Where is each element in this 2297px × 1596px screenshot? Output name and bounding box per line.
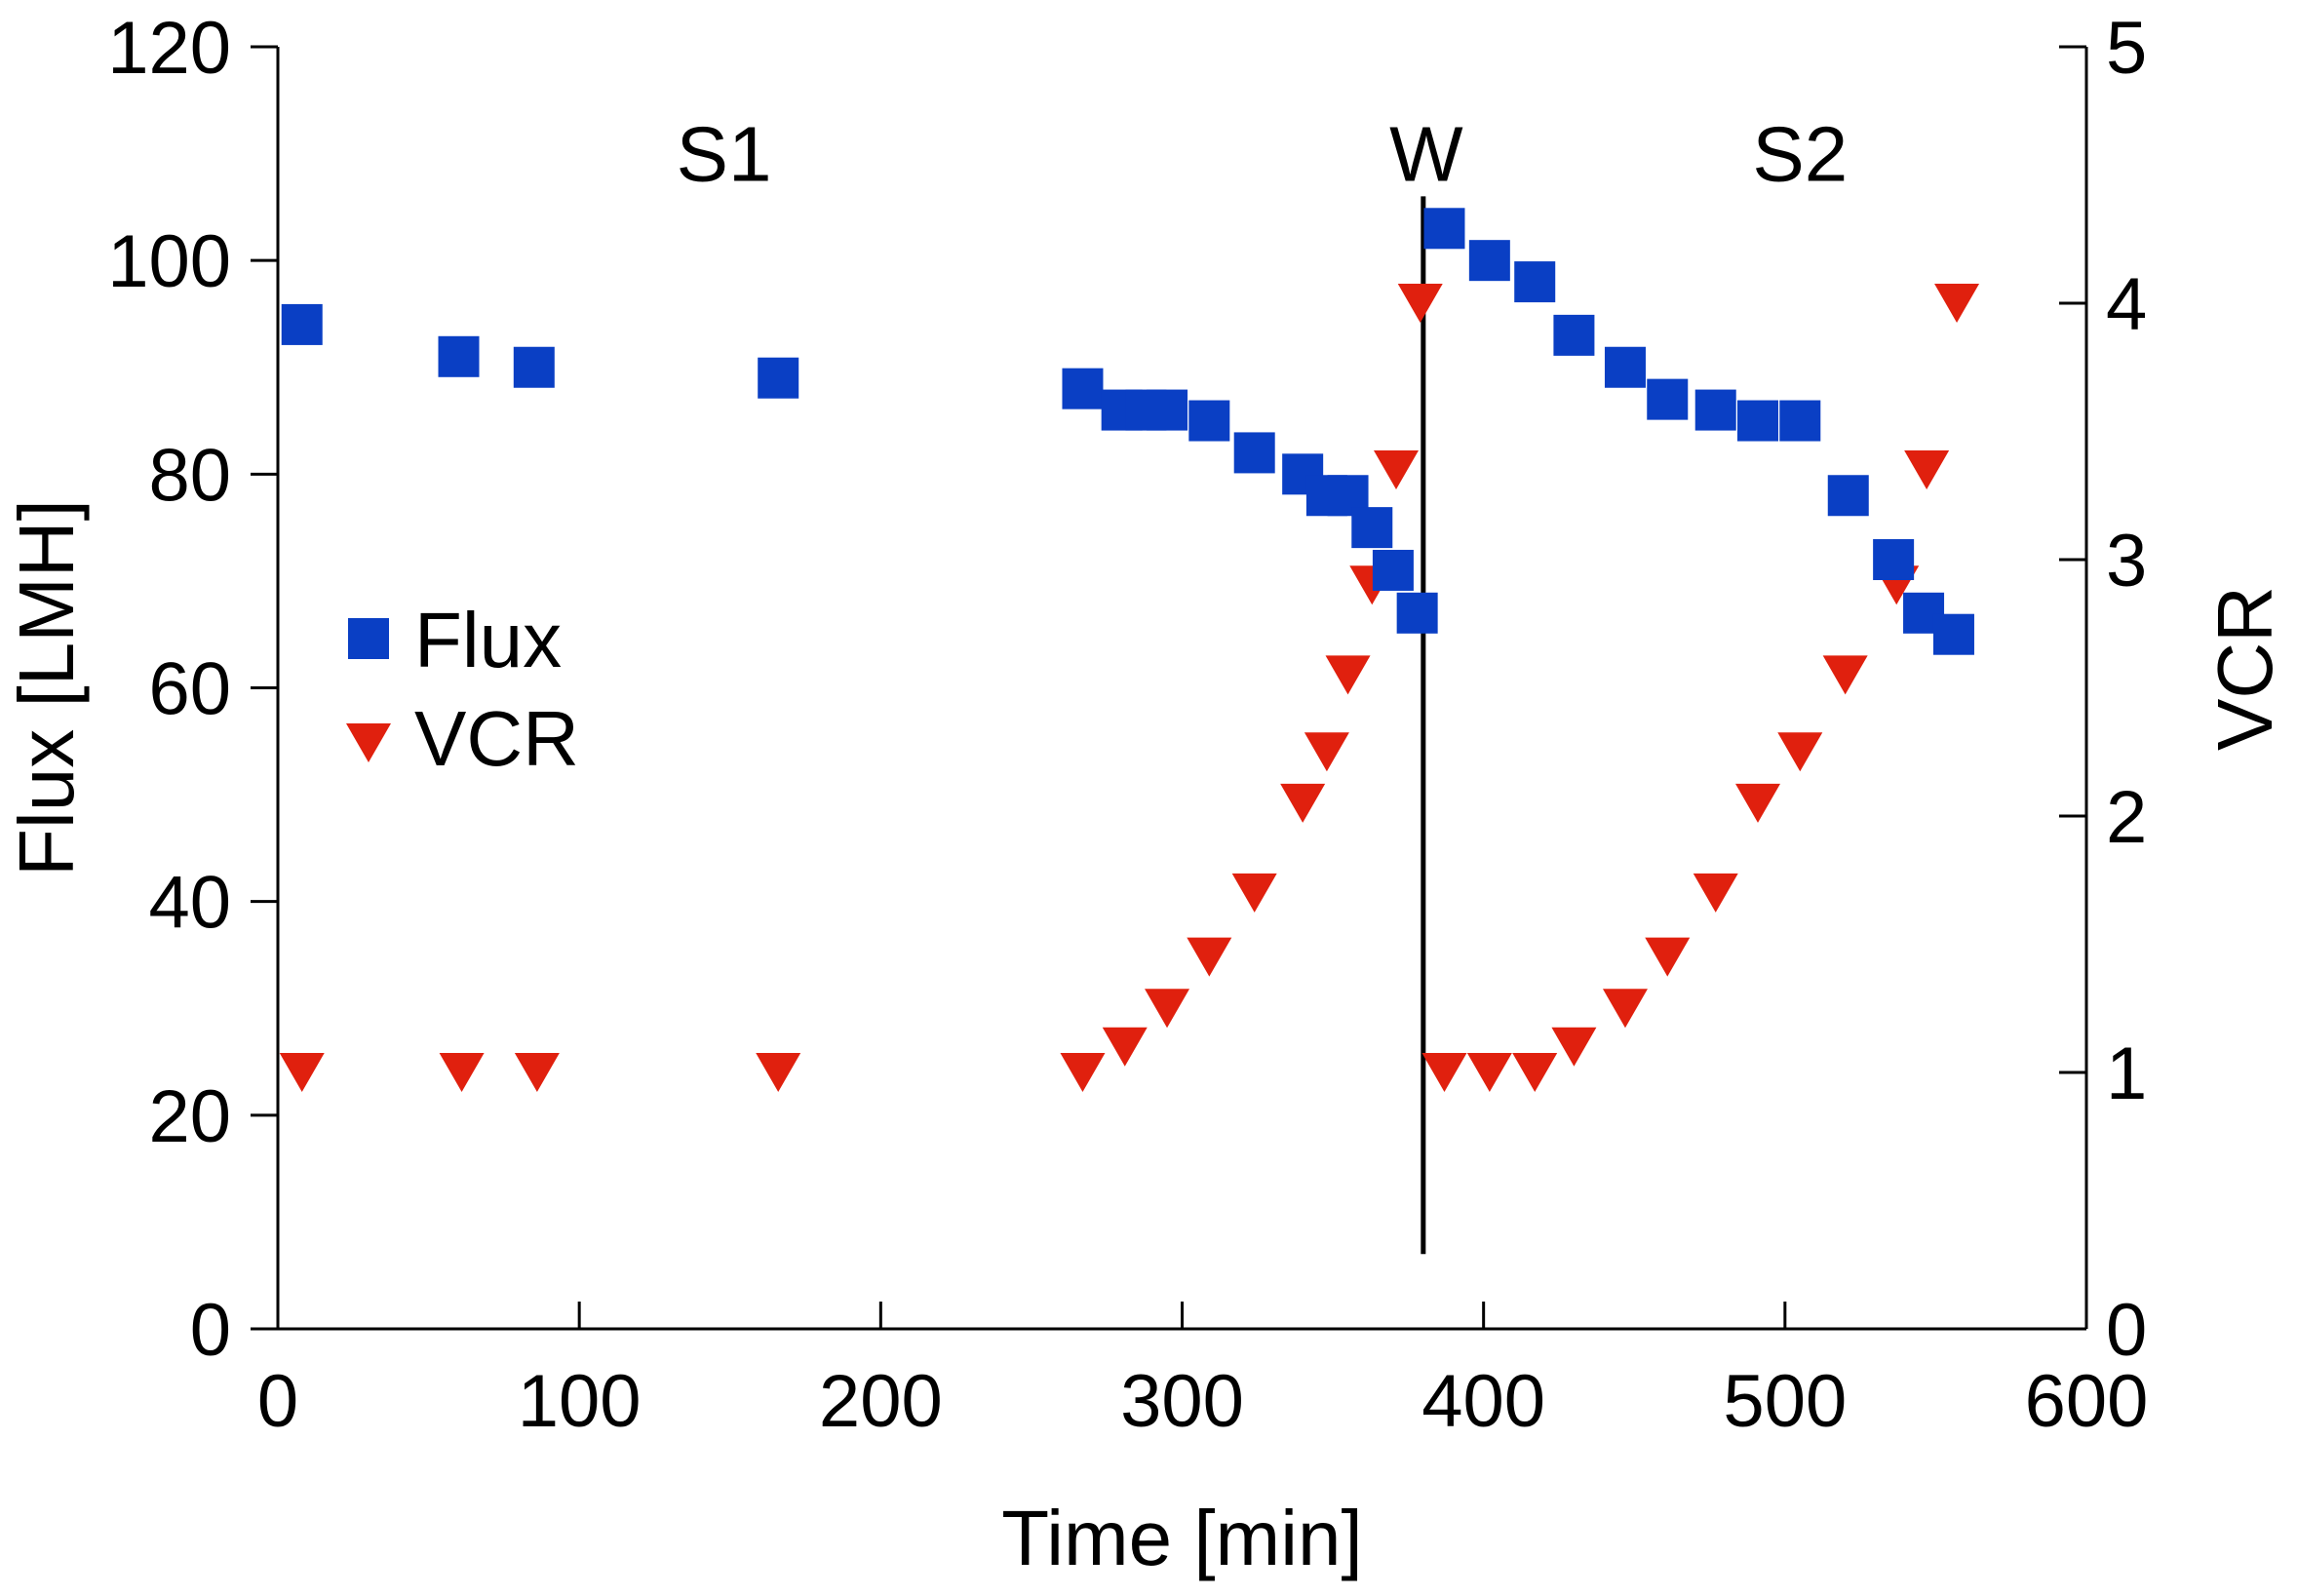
- legend: Flux VCR: [346, 597, 579, 782]
- flux-point: [1553, 314, 1595, 356]
- x-tick-label: 200: [819, 1360, 943, 1443]
- y2-tick-label: 5: [2106, 7, 2147, 90]
- flux-point: [1468, 240, 1510, 282]
- x-tick-label: 300: [1120, 1360, 1244, 1443]
- vcr-point: [439, 1053, 485, 1092]
- vcr-point: [1102, 1027, 1148, 1067]
- x-tick-label: 100: [518, 1360, 642, 1443]
- vcr-point: [1934, 284, 1980, 323]
- flux-point: [1604, 346, 1646, 388]
- flux-point: [1932, 613, 1974, 655]
- vcr-point: [1280, 783, 1326, 823]
- legend-flux-label: Flux: [414, 597, 562, 683]
- flux-point: [1188, 400, 1230, 442]
- vcr-point: [1421, 1053, 1467, 1092]
- vcr-point: [1602, 989, 1648, 1029]
- region-annotation: S1: [677, 111, 772, 198]
- vcr-point: [1304, 732, 1349, 772]
- flux-point: [438, 335, 480, 377]
- flux-point: [1514, 261, 1556, 303]
- y-tick-label: 20: [148, 1075, 231, 1158]
- flux-point: [1396, 592, 1438, 634]
- flux-point: [1147, 389, 1188, 431]
- y-tick-label: 40: [148, 862, 231, 945]
- x-tick-label: 500: [1723, 1360, 1847, 1443]
- legend-vcr-marker: [346, 723, 391, 762]
- annotations: S1 W S2: [677, 111, 1849, 198]
- flux-point: [1233, 432, 1275, 474]
- flux-point: [1873, 539, 1915, 580]
- flux-point: [1372, 549, 1414, 591]
- flux-point: [1423, 208, 1465, 250]
- flux-series: [281, 208, 1974, 655]
- vcr-point: [1904, 449, 1950, 489]
- legend-flux-marker: [348, 618, 389, 659]
- vcr-point: [1735, 783, 1781, 823]
- y2-tick-label: 3: [2106, 520, 2147, 603]
- flux-point: [1351, 507, 1393, 549]
- flux-point: [1779, 400, 1821, 442]
- vcr-point: [1397, 284, 1443, 323]
- vcr-point: [1693, 873, 1738, 913]
- vcr-point: [1231, 873, 1277, 913]
- vcr-point: [1512, 1053, 1558, 1092]
- flux-point: [513, 346, 555, 388]
- x-tick-label: 400: [1421, 1360, 1545, 1443]
- y2-tick-label: 0: [2106, 1289, 2147, 1372]
- vcr-point: [1374, 449, 1420, 489]
- region-annotation: W: [1389, 111, 1463, 198]
- region-annotation: S2: [1752, 111, 1848, 198]
- vcr-point: [1325, 655, 1371, 695]
- flux-point: [1737, 400, 1779, 442]
- axes: [276, 47, 2088, 1331]
- flux-point: [1062, 368, 1104, 409]
- vcr-point: [1645, 937, 1691, 977]
- flux-point: [1694, 389, 1736, 431]
- y2-tick-label: 4: [2106, 263, 2147, 346]
- y2-tick-label: 2: [2106, 776, 2147, 859]
- flux-point: [281, 303, 323, 345]
- x-tick-label: 600: [2025, 1360, 2149, 1443]
- y-tick-label: 100: [107, 220, 231, 303]
- vcr-point: [279, 1053, 325, 1092]
- vcr-point: [1187, 937, 1232, 977]
- vcr-point: [1822, 655, 1868, 695]
- vcr-point: [1466, 1053, 1512, 1092]
- vcr-point: [1551, 1027, 1597, 1067]
- flux-point: [1827, 475, 1869, 517]
- vcr-point: [514, 1053, 560, 1092]
- y-tick-label: 120: [107, 7, 231, 90]
- y-tick-label: 60: [148, 648, 231, 731]
- y2-axis-title: VCR: [2201, 586, 2288, 751]
- y2-tick-label: 1: [2106, 1032, 2147, 1115]
- legend-vcr-label: VCR: [414, 695, 579, 782]
- y-tick-label: 0: [190, 1289, 231, 1372]
- flux-point: [1647, 378, 1689, 420]
- y-axis-title: Flux [LMH]: [3, 499, 90, 876]
- vcr-point: [1060, 1053, 1106, 1092]
- vcr-point: [1777, 732, 1823, 772]
- x-axis-title: Time [min]: [1001, 1495, 1362, 1581]
- vcr-point: [1145, 989, 1190, 1029]
- flux-point: [758, 357, 799, 399]
- vcr-point: [756, 1053, 801, 1092]
- y-tick-label: 80: [148, 434, 231, 517]
- x-tick-label: 0: [257, 1360, 298, 1443]
